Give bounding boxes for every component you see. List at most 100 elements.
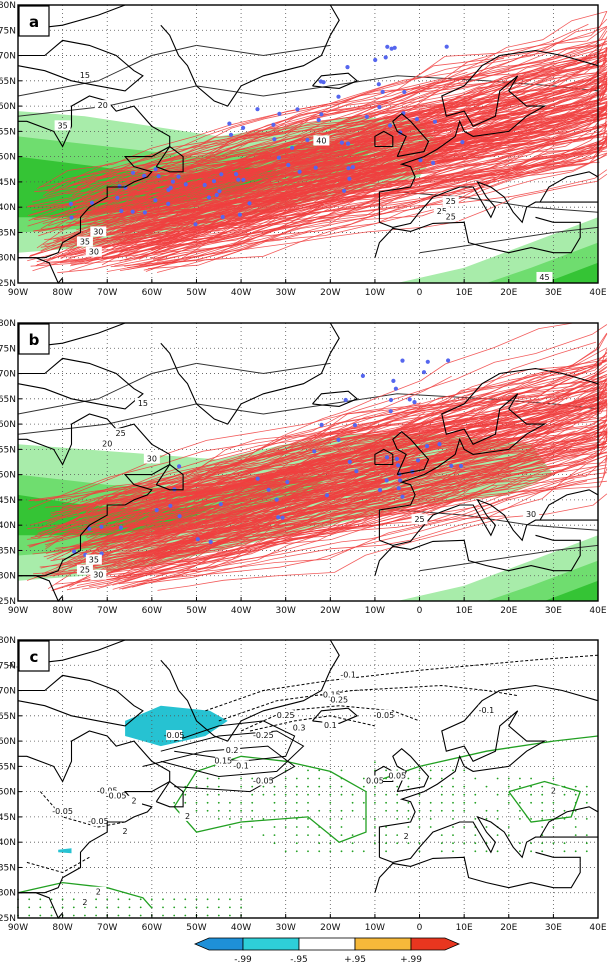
stipple-dot <box>463 801 466 804</box>
stipple-dot <box>530 801 532 804</box>
genesis-dot <box>383 55 388 60</box>
track <box>96 410 516 557</box>
contour-label-bg <box>545 785 562 796</box>
genesis-dot <box>272 137 277 142</box>
track <box>159 161 600 264</box>
colorbar-segment <box>242 937 300 951</box>
contour-label-bg <box>478 704 495 715</box>
stipple-dot <box>217 818 220 820</box>
stipple-dot <box>307 818 309 820</box>
track <box>142 441 579 562</box>
stipple-dot <box>418 801 421 804</box>
stipple-dot <box>206 801 209 804</box>
coastline <box>155 780 184 808</box>
stipple-dot <box>295 801 298 804</box>
coastline <box>378 367 599 541</box>
stipple-dot <box>329 785 332 788</box>
lon-tick-label: 40W <box>231 288 251 298</box>
contour-label: -0.05 <box>164 731 185 740</box>
track <box>100 333 608 503</box>
stipple-dot <box>184 898 187 901</box>
stipple-dot <box>217 777 220 780</box>
genesis-dot <box>346 166 351 171</box>
stipple-dot <box>240 818 243 820</box>
track <box>29 406 608 548</box>
stipple-dot <box>396 809 399 812</box>
stippling <box>17 761 588 917</box>
stipple-dot <box>307 801 309 804</box>
track <box>45 324 608 508</box>
positive-contour <box>160 730 305 778</box>
track <box>120 79 608 219</box>
coastline <box>535 534 581 546</box>
contour-line <box>397 509 599 531</box>
track <box>76 48 602 208</box>
track <box>103 401 608 539</box>
positive-contour <box>142 745 296 793</box>
stipple-dot <box>251 793 254 796</box>
genesis-dot <box>360 373 365 378</box>
stipple-dot <box>329 818 332 820</box>
stipple-dot <box>552 809 555 812</box>
coastline <box>18 892 64 920</box>
contour-label: 35 <box>58 121 68 130</box>
lat-tick-label: 45N <box>0 496 16 506</box>
stipple-dot <box>284 793 287 796</box>
stipple-dot <box>318 834 321 836</box>
stipple-dot <box>496 809 499 812</box>
genesis-dot <box>352 423 358 428</box>
stipple-dot <box>95 914 97 917</box>
track <box>72 101 467 197</box>
lat-tick-label: 35N <box>0 863 16 873</box>
stipple-dot <box>385 801 387 804</box>
contour-label-bg <box>94 100 111 111</box>
track <box>85 359 608 538</box>
stipple-dot <box>307 834 309 836</box>
contour-label: 30 <box>93 571 103 580</box>
genesis-dot <box>347 176 352 181</box>
stipple-dot <box>329 850 332 853</box>
stipple-dot <box>429 826 432 828</box>
track <box>156 454 608 575</box>
lon-tick-label: 70W <box>97 606 117 616</box>
genesis-dot <box>130 170 136 175</box>
lon-tick-label: 20W <box>320 288 340 298</box>
stipple-dot <box>362 801 365 804</box>
track <box>98 423 608 546</box>
stipple-dot <box>574 834 577 836</box>
genesis-dot <box>339 140 344 145</box>
lon-tick-label: 80W <box>52 606 72 616</box>
colorbar-segment <box>410 937 461 951</box>
lon-tick-label: 20W <box>320 606 340 616</box>
stipple-dot <box>262 785 265 788</box>
coastline <box>374 856 581 893</box>
track <box>34 101 389 193</box>
stipple-dot <box>318 777 321 780</box>
lat-tick-label: 55N <box>0 127 16 137</box>
stipple-dot <box>541 842 544 845</box>
genesis-dot <box>286 162 291 168</box>
genesis-dot <box>220 214 225 220</box>
genesis-dot <box>130 209 135 214</box>
lat-tick-label: 30N <box>0 572 16 582</box>
contour-label-bg <box>366 775 383 786</box>
stipple-dot <box>284 777 287 780</box>
track <box>139 439 608 583</box>
contour-label: -0.15 <box>320 691 341 700</box>
contour-label-bg <box>117 826 134 837</box>
stipple-dot <box>195 801 198 804</box>
lat-tick-label: 80N <box>0 319 16 329</box>
track <box>39 125 424 188</box>
contour-label: 30 <box>147 454 157 463</box>
contour-label-bg <box>108 790 125 801</box>
track <box>127 138 608 270</box>
stipple-dot <box>496 793 499 796</box>
contour-label-bg <box>433 206 450 217</box>
track <box>94 403 560 530</box>
contour-label-bg <box>76 564 93 575</box>
genesis-dot <box>142 210 147 215</box>
stipple-dot <box>574 818 577 820</box>
stipple-dot <box>396 793 399 796</box>
genesis-dot <box>285 479 290 485</box>
contour-label: 0.05 <box>366 777 384 786</box>
